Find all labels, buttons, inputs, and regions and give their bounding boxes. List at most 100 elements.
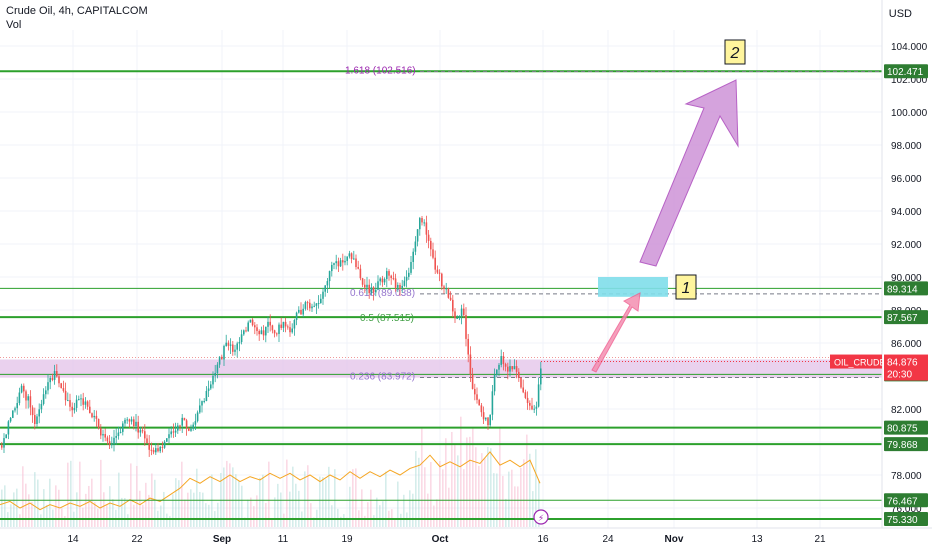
volume-bar xyxy=(325,479,327,527)
volume-bar xyxy=(295,483,297,527)
candle-body xyxy=(273,330,276,334)
candle-body xyxy=(335,261,337,264)
volume-bar xyxy=(376,497,378,527)
candle-body xyxy=(357,267,359,269)
candle-body xyxy=(115,436,117,438)
volume-bar xyxy=(448,487,450,527)
volume-bar xyxy=(253,506,255,527)
x-tick-label: 11 xyxy=(278,534,289,545)
volume-indicator-label[interactable]: Vol xyxy=(6,19,22,31)
candle-body xyxy=(456,317,458,319)
candle-body xyxy=(95,415,98,419)
volume-bar xyxy=(445,438,447,527)
candle-body xyxy=(155,448,157,453)
candle-body xyxy=(526,397,529,403)
volume-bar xyxy=(88,485,90,527)
candle-body xyxy=(168,434,170,439)
volume-bar xyxy=(436,499,438,527)
level-price-tag-text: 89.314 xyxy=(887,284,918,295)
annotation-label: 2 xyxy=(730,45,740,62)
volume-bar xyxy=(37,479,39,527)
volume-bar xyxy=(250,497,252,527)
volume-bar xyxy=(292,466,294,527)
candle-body xyxy=(177,425,179,431)
candle-body xyxy=(372,287,375,293)
volume-bar xyxy=(184,499,186,527)
level-price-tag-text: 76.467 xyxy=(887,496,918,507)
candle-body xyxy=(317,303,320,305)
candle-body xyxy=(82,398,84,405)
candle-body xyxy=(42,394,45,404)
volume-bar xyxy=(511,469,513,527)
annotation-box xyxy=(724,39,746,65)
volume-bar xyxy=(232,467,234,527)
candle-body xyxy=(137,421,139,433)
volume-ma-line xyxy=(0,451,541,511)
volume-bar xyxy=(58,489,60,527)
volume-bar xyxy=(490,448,492,527)
candle-body xyxy=(498,364,500,370)
volume-bar xyxy=(523,459,525,527)
currency-label[interactable]: USD xyxy=(888,8,912,20)
volume-bar xyxy=(472,427,474,527)
candle-body xyxy=(430,240,432,250)
candle-body xyxy=(218,356,221,365)
volume-bar xyxy=(178,480,180,527)
candle-body xyxy=(56,371,58,377)
y-tick-label: 104.000 xyxy=(891,42,928,53)
volume-bar xyxy=(337,508,339,527)
candle-body xyxy=(355,258,357,268)
candle-body xyxy=(271,325,274,331)
y-tick-label: 100.000 xyxy=(891,108,928,119)
level-price-tag xyxy=(884,310,928,325)
volume-bar xyxy=(340,516,342,527)
volume-bar xyxy=(31,501,33,527)
candle-body xyxy=(166,438,168,442)
volume-bar xyxy=(289,491,291,527)
candle-body xyxy=(350,253,353,260)
candle-body xyxy=(117,432,120,437)
candle-body xyxy=(502,356,505,365)
candle-body xyxy=(51,377,54,380)
volume-bar xyxy=(217,502,219,527)
volume-bar xyxy=(331,505,333,527)
candle-body xyxy=(203,400,205,402)
volume-bar xyxy=(34,472,36,527)
candle-body xyxy=(265,326,267,336)
volume-bar xyxy=(415,451,417,527)
volume-bar xyxy=(427,493,429,527)
volume-bar xyxy=(175,478,177,527)
volume-bar xyxy=(274,497,276,527)
candle-body xyxy=(348,253,351,257)
candle-body xyxy=(260,330,263,335)
candle-body xyxy=(463,308,465,316)
candle-body xyxy=(388,271,390,276)
candle-body xyxy=(122,423,124,432)
horizontal-levels xyxy=(0,70,882,521)
volume-bar xyxy=(457,455,459,527)
volume-bar xyxy=(361,489,363,527)
volume-bar xyxy=(475,447,477,527)
candle-body xyxy=(487,417,489,426)
candle-body xyxy=(276,333,278,335)
volume-bar xyxy=(205,503,207,527)
candle-body xyxy=(58,376,60,384)
candle-body xyxy=(71,406,73,411)
candle-body xyxy=(163,441,166,448)
candle-body xyxy=(403,280,406,286)
candle-body xyxy=(485,417,487,420)
volume-bar xyxy=(79,461,81,527)
candle-body xyxy=(111,444,113,446)
fib-label: 0.5 (87.515) xyxy=(360,313,414,324)
candle-body xyxy=(295,312,298,321)
symbol-title[interactable]: Crude Oil, 4h, CAPITALCOM xyxy=(6,5,148,17)
candle-body xyxy=(183,417,186,421)
candle-body xyxy=(447,288,450,298)
candle-body xyxy=(223,345,225,360)
level-price-tag-text: 75.330 xyxy=(887,515,918,526)
candle-body xyxy=(328,271,331,282)
candle-body xyxy=(93,415,95,418)
candle-body xyxy=(247,322,249,332)
candle-body xyxy=(199,405,201,413)
